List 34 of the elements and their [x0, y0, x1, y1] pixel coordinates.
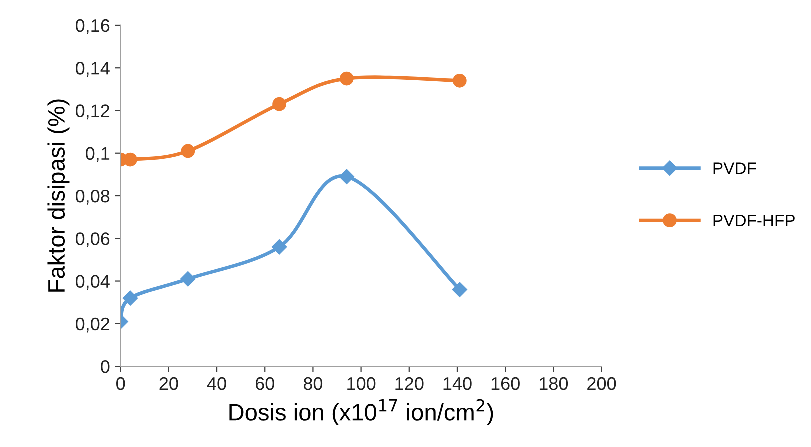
x-tick-label: 20 [160, 377, 178, 390]
y-tick-label: 0,02 [76, 318, 110, 333]
point [452, 282, 468, 298]
y-tick-label: 0,14 [76, 62, 110, 77]
x-tick-label: 140 [444, 377, 472, 390]
y-tick-label: 0,12 [76, 104, 110, 120]
x-tick-label: 60 [256, 377, 274, 390]
y-tick-label: 0,06 [76, 232, 110, 248]
legend-label: PVDF [714, 162, 756, 174]
x-tick-label: 120 [396, 377, 424, 390]
y-tick-label: 0,16 [76, 19, 110, 34]
x-tick-label: 40 [207, 377, 226, 390]
y-tick-label: 0,04 [76, 275, 110, 290]
y-tick-label: 0 [101, 360, 110, 374]
point [272, 97, 286, 112]
x-axis-title: Dosis ion (x10$^{17}$ ion/cm$^{2}$) [230, 399, 494, 426]
point [180, 272, 196, 287]
point [181, 144, 196, 158]
point [340, 72, 354, 86]
y-axis-title: Faktor disipasi (%) [48, 100, 70, 292]
x-tick-label: 100 [348, 377, 376, 390]
x-tick-label: 160 [492, 377, 520, 390]
point [339, 169, 354, 184]
point [122, 290, 138, 306]
x-tick-label: 0 [116, 377, 126, 390]
point [272, 240, 288, 255]
y-tick-label: 0,08 [76, 190, 110, 205]
x-tick-label: 200 [588, 377, 616, 390]
point [124, 152, 138, 167]
point [452, 74, 467, 88]
y-tick-label: 0,1 [86, 147, 110, 162]
x-tick-label: 180 [540, 377, 568, 390]
x-tick-label: 80 [304, 377, 323, 390]
legend-label: PVDF-HFP [714, 214, 795, 226]
